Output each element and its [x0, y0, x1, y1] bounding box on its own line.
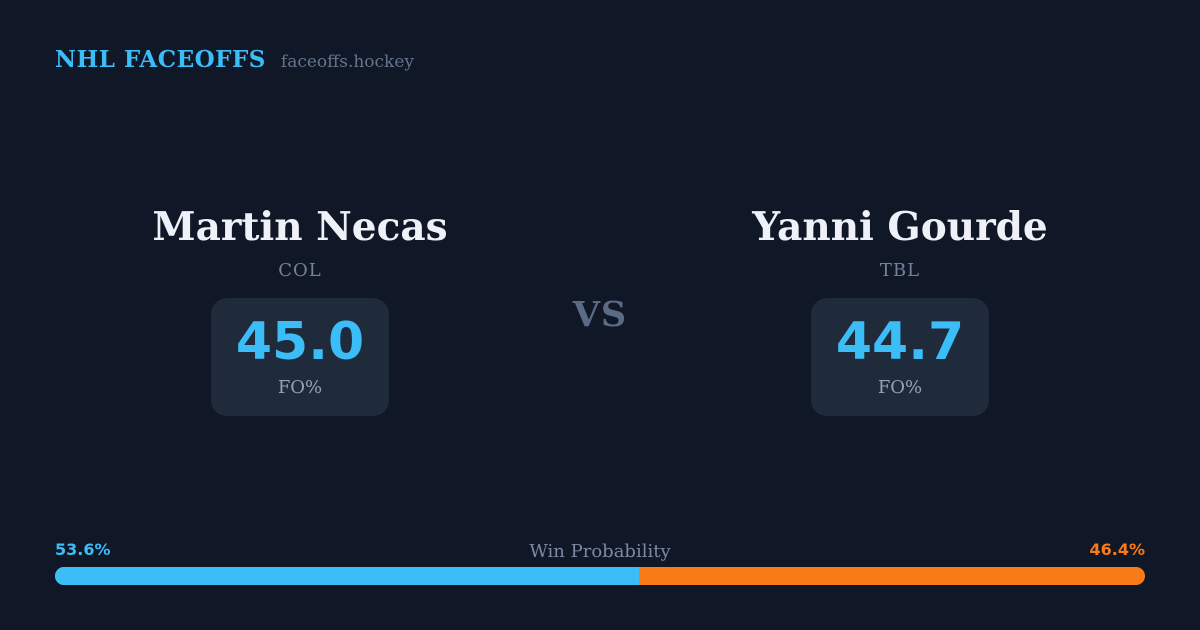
stat-card: 45.0 FO%	[211, 297, 389, 416]
stat-value: 44.7	[835, 311, 965, 372]
win-probability-labels: 53.6% Win Probability 46.4%	[55, 540, 1145, 562]
site-url: faceoffs.hockey	[280, 52, 415, 72]
team-abbreviation: COL	[278, 259, 322, 281]
player-name: Martin Necas	[152, 204, 448, 250]
brand-logo: NHL FACEOFFS	[55, 46, 266, 73]
win-probability-bar-left-fill	[55, 567, 640, 585]
vs-label: VS	[572, 294, 628, 335]
left-win-percentage: 53.6%	[55, 540, 111, 559]
player-panel-left: Martin Necas COL 45.0 FO%	[150, 206, 450, 416]
player-panel-right: Yanni Gourde TBL 44.7 FO%	[750, 206, 1050, 416]
team-abbreviation: TBL	[879, 259, 921, 281]
win-probability-title: Win Probability	[529, 541, 671, 562]
stat-card: 44.7 FO%	[811, 297, 989, 416]
stat-value: 45.0	[235, 311, 365, 372]
stat-label: FO%	[877, 376, 923, 398]
player-name: Yanni Gourde	[752, 204, 1048, 250]
right-win-percentage: 46.4%	[1089, 540, 1145, 559]
stat-label: FO%	[277, 376, 323, 398]
header: NHL FACEOFFS faceoffs.hockey	[55, 46, 414, 73]
win-probability-bar	[55, 567, 1145, 585]
